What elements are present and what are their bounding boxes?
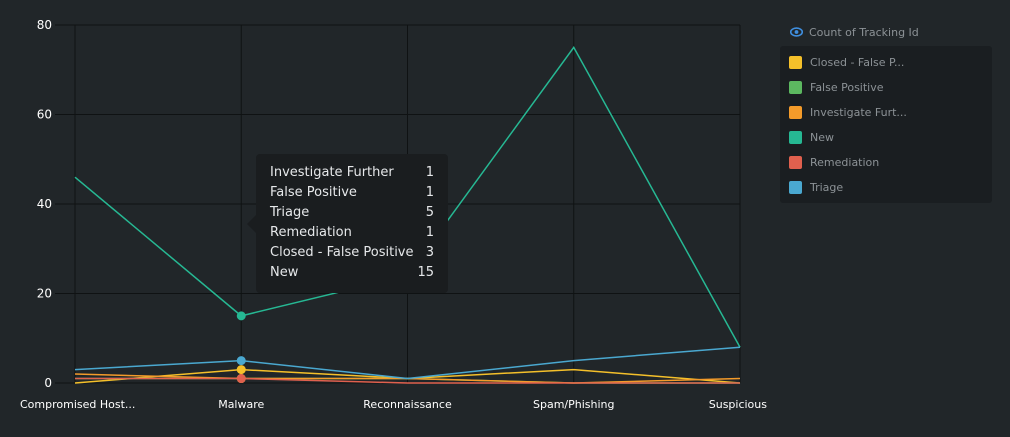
legend-item-label: Remediation (810, 156, 880, 169)
y-tick-label: 80 (37, 18, 52, 32)
tooltip-row: Closed - False Positive 3 (270, 243, 434, 263)
legend-swatch (789, 156, 802, 169)
tooltip-value: 1 (425, 185, 434, 200)
data-point-marker[interactable] (236, 374, 246, 384)
tooltip-row: False Positive 1 (270, 183, 434, 203)
data-point-marker[interactable] (236, 356, 246, 366)
y-tick-label: 20 (37, 287, 52, 301)
legend-swatch (789, 106, 802, 119)
legend-item-label: Investigate Furt... (810, 106, 907, 119)
y-tick-label: 60 (37, 108, 52, 122)
legend-item[interactable]: New (780, 125, 992, 150)
tooltip-label: Remediation (270, 225, 352, 240)
chart-legend: Count of Tracking Id Closed - False P...… (780, 18, 992, 203)
legend-swatch (789, 181, 802, 194)
legend-item-label: New (810, 131, 834, 144)
legend-swatch (789, 56, 802, 69)
eye-icon[interactable] (790, 27, 803, 37)
tooltip-value: 1 (425, 165, 434, 180)
tooltip-label: New (270, 265, 299, 280)
legend-item-label: Closed - False P... (810, 56, 905, 69)
x-tick-label: Compromised Host... (20, 398, 135, 411)
legend-header[interactable]: Count of Tracking Id (780, 18, 992, 46)
tooltip-value: 1 (425, 225, 434, 240)
tooltip-value: 15 (417, 265, 434, 280)
legend-title: Count of Tracking Id (809, 25, 919, 39)
chart-tooltip: Investigate Further 1 False Positive 1 Triag… (247, 154, 448, 293)
chart-axis-labels: 0 20 40 60 80 Compromised Host... Malware Recon… (20, 18, 767, 411)
tooltip-row: New 15 (270, 263, 434, 283)
legend-item[interactable]: Remediation (780, 150, 992, 175)
x-tick-label: Reconnaissance (363, 398, 452, 411)
data-point-marker[interactable] (236, 311, 246, 321)
legend-item-label: False Positive (810, 81, 884, 94)
tooltip-row: Remediation 1 (270, 223, 434, 243)
x-tick-label: Suspicious (709, 398, 768, 411)
data-point-marker[interactable] (236, 365, 246, 375)
legend-items: Closed - False P... False Positive Investi… (780, 46, 992, 203)
tooltip-value: 5 (425, 205, 434, 220)
tooltip-row: Investigate Further 1 (270, 163, 434, 183)
legend-item[interactable]: Triage (780, 175, 992, 200)
series-line[interactable] (75, 377, 740, 384)
legend-item-label: Triage (810, 181, 844, 194)
x-tick-label: Spam/Phishing (533, 398, 615, 411)
y-tick-label: 0 (44, 376, 52, 390)
legend-swatch (789, 131, 802, 144)
tooltip-value: 3 (425, 245, 434, 260)
tooltip-label: Closed - False Positive (270, 245, 414, 260)
legend-item[interactable]: False Positive (780, 75, 992, 100)
x-tick-label: Malware (218, 398, 264, 411)
legend-item[interactable]: Closed - False P... (780, 50, 992, 75)
legend-item[interactable]: Investigate Furt... (780, 100, 992, 125)
y-tick-label: 40 (37, 197, 52, 211)
tooltip-row: Triage 5 (270, 203, 434, 223)
tooltip-label: Investigate Further (270, 165, 394, 180)
chart-markers (236, 311, 246, 384)
tooltip-label: False Positive (270, 185, 357, 200)
legend-swatch (789, 81, 802, 94)
series-line[interactable] (74, 346, 741, 380)
tooltip-label: Triage (270, 205, 310, 220)
